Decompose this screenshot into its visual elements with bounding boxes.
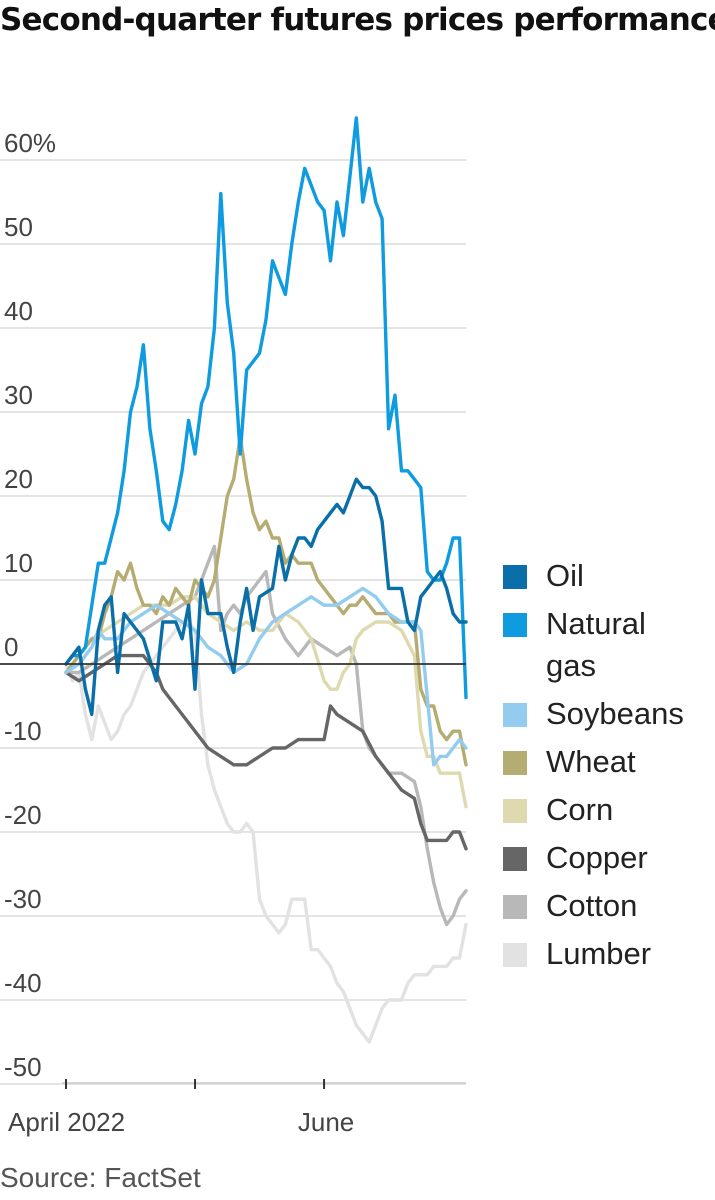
- chart-title: Second-quarter futures prices performanc…: [0, 2, 715, 38]
- series-line-natural-gas: [64, 116, 468, 700]
- y-tick-label: 30: [4, 380, 33, 410]
- legend-label: Cotton: [546, 888, 637, 923]
- series-line-soybeans: [64, 586, 468, 767]
- y-tick-label: -30: [4, 884, 42, 914]
- series-line-copper: [64, 653, 468, 851]
- y-tick-label: 40: [4, 296, 33, 326]
- y-tick-label: 20: [4, 464, 33, 494]
- y-tick-label: 0: [4, 632, 18, 662]
- legend-swatch-soybeans: [503, 703, 527, 727]
- legend-label: Oil: [546, 558, 584, 593]
- y-tick-label: 10: [4, 548, 33, 578]
- x-axis: April 2022 June: [0, 663, 466, 1137]
- y-tick-label: -40: [4, 968, 42, 998]
- x-tick-label: June: [298, 1107, 354, 1137]
- legend-swatch-cotton: [503, 895, 527, 919]
- legend-label: Corn: [546, 792, 613, 827]
- legend-swatch-lumber: [503, 943, 527, 967]
- y-tick-label: -20: [4, 800, 42, 830]
- series-line-oil: [64, 477, 468, 717]
- legend-label: Natural gas: [546, 606, 646, 683]
- legend-swatch-oil: [503, 565, 527, 589]
- legend: Oil Natural gas Soybeans Wheat Corn Copper Cott…: [503, 558, 684, 971]
- y-tick-label: 60%: [4, 128, 56, 158]
- legend-swatch-copper: [503, 847, 527, 871]
- series-line-lumber: [64, 620, 468, 1044]
- series-line-wheat: [64, 435, 468, 767]
- legend-swatch-natural-gas: [503, 613, 527, 637]
- line-chart: 60% 50 40 30 20 10 0 -10 -20 -30 -40 -50 April 2022…: [0, 116, 684, 1137]
- legend-swatch-wheat: [503, 751, 527, 775]
- y-tick-label: -10: [4, 716, 42, 746]
- x-tick-label: April 2022: [8, 1107, 125, 1137]
- series-lines: [64, 116, 468, 1044]
- source-note: Source: FactSet: [0, 1162, 201, 1193]
- legend-swatch-corn: [503, 799, 527, 823]
- y-tick-label: 50: [4, 212, 33, 242]
- legend-label: Soybeans: [546, 696, 684, 731]
- series-line-cotton: [64, 544, 468, 927]
- legend-label: Copper: [546, 840, 648, 875]
- y-axis-tick-labels: 60% 50 40 30 20 10 0 -10 -20 -30 -40 -50: [4, 128, 56, 1082]
- legend-label: Wheat: [546, 744, 636, 779]
- y-tick-label: -50: [4, 1052, 42, 1082]
- legend-label: Lumber: [546, 936, 651, 971]
